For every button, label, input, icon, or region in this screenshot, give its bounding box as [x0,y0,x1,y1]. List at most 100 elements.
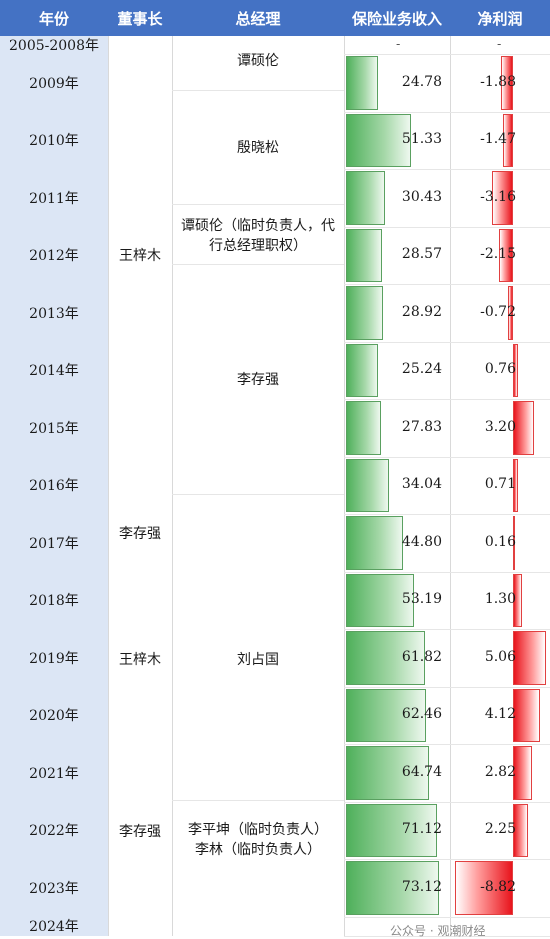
profit-bar [513,516,515,570]
chairman-cell: 李存强 [119,526,161,542]
header-year: 年份 [0,0,108,36]
revenue-value: 44.80 [401,533,442,550]
revenue-bar [346,286,383,340]
profit-value: -0.72 [480,303,516,320]
profit-bar [500,56,513,110]
revenue-value: 27.83 [401,418,442,435]
revenue-bar [346,113,412,167]
revenue-bar [346,631,425,685]
profit-value: 0.71 [484,476,516,493]
profit-value: - [497,37,502,51]
revenue-value: 30.43 [401,188,442,205]
revenue-bar [346,746,429,800]
profit-bar [454,861,513,915]
gm-cell: 李平坤（临时负责人） 李林（临时负责人） [172,818,344,862]
header-gm: 总经理 [172,0,344,36]
profit-bar [508,286,513,340]
year-cell: 2014年 [29,363,79,380]
year-cell: 2017年 [29,535,79,552]
chairman-cell: 李存强 [119,824,161,840]
gm-cell-line: 行总经理职权） [209,238,307,254]
revenue-value: 71.12 [401,821,442,838]
divider [172,264,344,265]
year-cell: 2013年 [29,305,79,322]
row-divider [344,111,550,113]
row-divider [344,744,550,745]
divider [172,800,344,801]
row-divider [344,169,550,170]
year-cell: 2016年 [29,478,79,495]
revenue-bar [346,516,404,570]
profit-value: 0.16 [484,533,516,550]
revenue-bar [346,171,385,225]
revenue-value: 28.57 [401,246,442,263]
revenue-bar [346,228,383,282]
divider [450,36,451,936]
year-cell: 2010年 [29,133,79,150]
gm-cell: 李存强 [237,372,279,388]
gm-cell-line: 李林（临时负责人） [195,842,321,858]
revenue-value: - [396,37,401,51]
profit-bar [492,171,513,225]
revenue-bar [346,573,414,627]
year-cell: 2021年 [29,765,79,782]
revenue-value: 24.78 [401,73,442,90]
divider [108,36,109,936]
revenue-value: 61.82 [401,648,442,665]
profit-value: 2.25 [484,821,516,838]
profit-value: 3.20 [484,418,516,435]
row-divider [344,226,550,228]
divider [172,204,344,205]
profit-value: 0.76 [484,361,516,378]
revenue-bar [346,458,390,512]
revenue-value: 62.46 [401,706,442,723]
row-divider [344,514,550,515]
profit-bar [498,228,513,282]
profit-bar [503,113,513,167]
gm-cell-line: 李平坤（临时负责人） [188,822,328,838]
chairman-cell: 王梓木 [119,652,161,668]
revenue-bar [346,401,382,455]
year-column-background [0,36,108,936]
revenue-bar [346,56,378,110]
revenue-bar [346,861,440,915]
profit-bar [513,803,528,857]
row-divider [344,859,550,860]
profit-value: -1.88 [480,73,516,90]
year-cell: 2011年 [29,190,79,207]
profit-bar [513,746,532,800]
gm-cell: 刘占国 [237,652,279,668]
row-divider [344,571,550,573]
row-divider [344,54,550,55]
footer-watermark: 公众号 · 观潮财经 [390,924,486,938]
year-cell: 2015年 [29,420,79,437]
row-divider [344,686,550,688]
year-cell: 2009年 [29,75,79,92]
revenue-bar [346,688,426,742]
profit-value: -3.16 [480,188,516,205]
profit-value: 1.30 [484,591,516,608]
row-divider [344,801,550,803]
row-divider [344,399,550,400]
revenue-bar [346,343,379,397]
year-cell: 2018年 [29,593,79,610]
divider [172,494,344,495]
revenue-value: 73.12 [401,878,442,895]
divider [172,36,173,936]
profit-value: -8.82 [480,878,516,895]
revenue-value: 28.92 [401,303,442,320]
row-divider [344,916,550,918]
row-divider [344,629,550,630]
revenue-bar [346,803,437,857]
profit-bar [513,458,518,512]
profit-value: 4.12 [484,706,516,723]
profit-value: 5.06 [484,648,516,665]
year-cell: 2019年 [29,650,79,667]
revenue-value: 64.74 [401,763,442,780]
row-divider [344,341,550,343]
row-divider [344,284,550,285]
profit-bar [513,343,519,397]
header-profit: 净利润 [450,0,550,36]
profit-bar [513,688,541,742]
